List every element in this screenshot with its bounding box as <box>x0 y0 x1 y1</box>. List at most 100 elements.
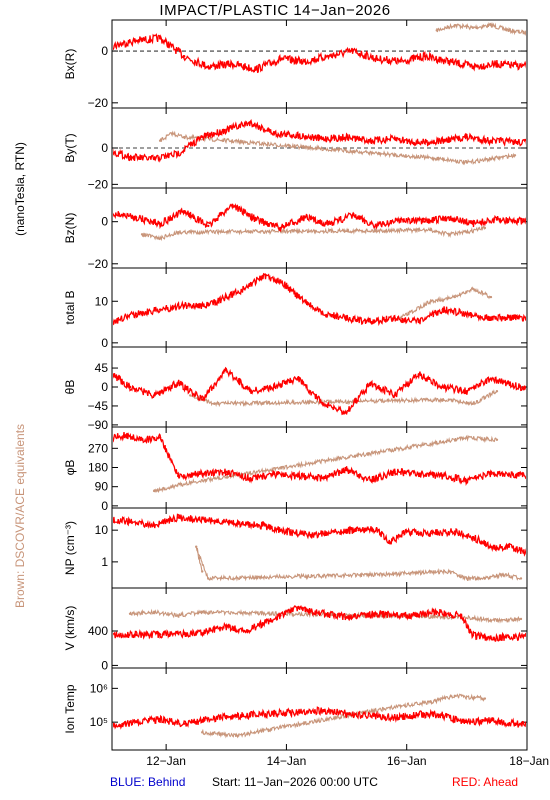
data-point <box>176 152 180 155</box>
data-point <box>297 377 300 380</box>
series-ahead <box>113 119 526 163</box>
data-point <box>507 29 511 32</box>
data-point <box>113 436 114 439</box>
data-point <box>113 321 114 323</box>
data-point <box>351 214 354 217</box>
data-point <box>261 622 264 626</box>
data-point <box>261 524 264 527</box>
data-point <box>243 629 246 633</box>
data-point <box>327 222 330 225</box>
data-point <box>405 530 408 533</box>
data-point <box>453 295 457 299</box>
data-point <box>453 23 457 27</box>
data-point <box>345 616 348 619</box>
data-point <box>393 394 396 397</box>
panel-frame <box>111 667 528 751</box>
series-ahead <box>113 272 526 327</box>
data-point <box>417 373 420 376</box>
data-point <box>495 62 499 66</box>
data-point <box>393 316 396 320</box>
series-trace <box>113 272 526 327</box>
y-tick-label: 1 <box>101 555 108 569</box>
data-point <box>393 716 396 719</box>
data-point <box>113 724 114 727</box>
data-point <box>213 402 216 406</box>
data-point <box>345 316 348 320</box>
data-point <box>267 728 270 731</box>
data-point <box>465 135 469 139</box>
data-point <box>170 485 174 488</box>
data-point <box>309 533 312 537</box>
data-point <box>369 714 372 718</box>
y-tick-label: 10⁶ <box>90 681 108 695</box>
data-point <box>465 577 469 580</box>
panel-label: NP (cm⁻³) <box>63 521 77 575</box>
data-point <box>122 434 126 437</box>
series-equivalent <box>399 286 493 320</box>
equivalents-label: Brown: DSCOVR/ACE equivalents <box>13 423 27 609</box>
data-point <box>279 279 282 282</box>
series-ahead <box>113 605 526 643</box>
data-point <box>489 636 493 640</box>
data-point <box>195 545 198 548</box>
data-point <box>327 55 330 58</box>
data-point <box>525 221 526 223</box>
y-tick-label: 270 <box>88 441 108 455</box>
chart-title: IMPACT/PLASTIC 14−Jan−2026 <box>159 2 391 19</box>
data-point <box>158 36 162 40</box>
data-point <box>182 632 186 636</box>
series-equivalent <box>152 434 499 494</box>
data-point <box>140 233 144 236</box>
data-point <box>345 468 348 471</box>
data-point <box>134 720 138 724</box>
data-point <box>134 216 138 219</box>
series-equivalent <box>195 545 523 582</box>
data-point <box>182 304 186 307</box>
data-point <box>453 694 457 698</box>
data-point <box>201 135 204 139</box>
data-point <box>297 474 300 478</box>
data-point <box>513 154 517 157</box>
data-point <box>525 317 526 319</box>
data-point <box>249 121 252 124</box>
data-point <box>182 135 186 139</box>
data-point <box>489 316 493 320</box>
data-point <box>140 438 144 441</box>
data-point <box>375 57 378 61</box>
series-trace <box>113 202 526 232</box>
data-point <box>489 377 493 380</box>
data-point <box>465 479 469 482</box>
data-point <box>429 300 432 303</box>
data-point <box>158 139 162 142</box>
data-point <box>182 722 186 725</box>
y-tick-label: 180 <box>88 461 108 475</box>
series-ahead <box>113 706 526 730</box>
data-point <box>471 65 475 68</box>
data-point <box>369 479 372 482</box>
y-tick-label: −90 <box>88 418 109 432</box>
data-point <box>243 287 246 290</box>
data-point <box>321 402 324 406</box>
data-point <box>525 551 526 553</box>
data-point <box>471 287 475 290</box>
series-ahead <box>113 513 526 557</box>
series-equivalent <box>435 21 526 36</box>
data-point <box>417 713 420 716</box>
panel-frame <box>111 587 528 669</box>
data-point <box>176 231 180 234</box>
data-point <box>465 231 469 234</box>
data-point <box>321 312 324 315</box>
data-point <box>128 520 132 524</box>
y-tick-label: 0 <box>101 141 108 155</box>
data-point <box>297 605 300 609</box>
data-point <box>489 719 493 722</box>
data-point <box>387 541 390 544</box>
data-point <box>501 573 505 576</box>
data-point <box>435 29 438 32</box>
data-point <box>255 218 258 221</box>
data-point <box>279 57 282 61</box>
data-point <box>423 220 426 223</box>
panel-label: Bx(R) <box>63 49 77 80</box>
data-point <box>525 32 526 34</box>
x-tick-label: 16−Jan <box>387 754 427 768</box>
